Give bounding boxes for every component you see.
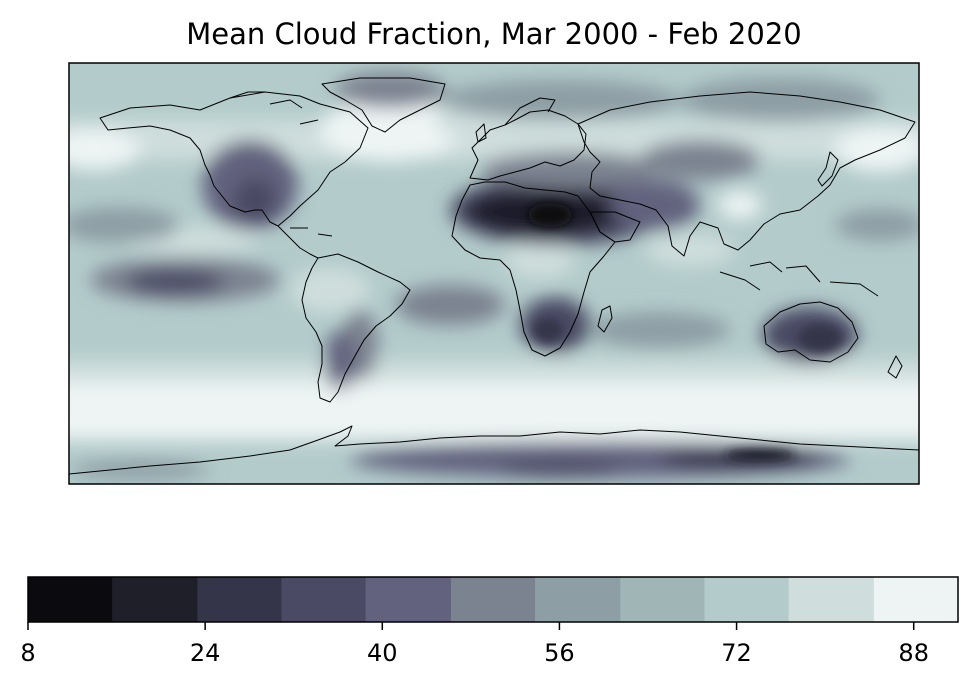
map-title: Mean Cloud Fraction, Mar 2000 - Feb 2020 [186,17,802,51]
coast-central-america [277,225,319,259]
cloud-fraction-field [69,63,919,484]
map-frame [68,62,920,485]
coast-arctic-islands [229,91,319,125]
colorbar-segment [112,577,198,622]
colorbar-segment [281,577,367,622]
coast-south-america [301,253,411,403]
colorbar-segment [28,577,113,622]
colorbar-segment [873,577,959,622]
coast-caribbean [290,227,333,237]
coast-africa [451,181,616,357]
colorbar-segment [197,577,283,622]
colorbar-segment [704,577,790,622]
colorbar-segment [620,577,705,622]
colorbar-segment [365,577,452,622]
colorbar-frame [27,576,959,623]
colorbar-segment [788,577,875,622]
coast-asia [577,91,916,257]
coast-indonesia [719,261,879,297]
coast-greenland [321,77,446,133]
colorbar-segment [535,577,621,622]
colorbar-tick-label: 72 [721,639,752,667]
coast-antarctica [69,425,919,475]
coast-britain [475,123,487,143]
colorbar-tick-label: 24 [189,639,221,667]
coast-new-zealand [887,355,903,379]
colorbar-segment [450,577,536,622]
colorbar [28,577,959,622]
coast-scandinavia [504,97,556,126]
coast-arabia [589,211,641,243]
colorbar-tick-label: 56 [544,639,575,667]
coast-madagascar [597,305,613,333]
coast-japan [817,151,839,187]
colorbar-tick-label: 40 [367,639,398,667]
colorbar-tick-label: 88 [898,639,929,667]
colorbar-ticks [27,622,915,630]
coastlines [69,77,919,475]
colorbar-tick-label: 8 [20,639,36,667]
coast-australia [763,301,859,363]
